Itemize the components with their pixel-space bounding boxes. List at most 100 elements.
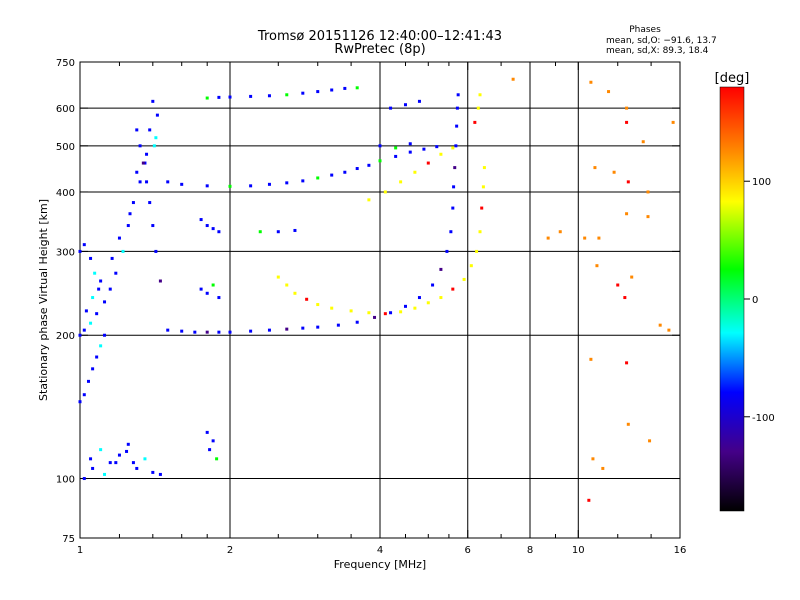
data-point (625, 120, 629, 124)
data-point (399, 310, 403, 314)
data-point (403, 304, 407, 308)
data-point (336, 323, 340, 327)
data-point (267, 182, 271, 186)
data-point (597, 236, 601, 240)
data-point (455, 106, 459, 110)
data-point (258, 230, 262, 234)
data-point (86, 379, 90, 383)
data-point (478, 93, 482, 97)
data-point (84, 309, 88, 313)
data-point (413, 306, 417, 310)
data-point (89, 256, 93, 260)
y-tick-label: 75 (62, 534, 75, 545)
data-point (131, 201, 135, 205)
x-tick-label: 10 (572, 545, 585, 556)
data-point (108, 461, 112, 465)
data-point (473, 120, 477, 124)
data-point (452, 185, 456, 189)
data-point (630, 275, 634, 279)
data-point (595, 264, 599, 268)
y-axis-label: Stationary phase Virtual Height [km] (37, 199, 50, 401)
data-point (91, 466, 95, 470)
x-tick-label: 2 (227, 545, 233, 556)
data-point (373, 315, 377, 319)
data-point (330, 306, 334, 310)
data-point (180, 329, 184, 333)
data-point (217, 330, 221, 334)
data-point (166, 180, 170, 184)
data-point (249, 184, 253, 188)
x-tick-label: 6 (465, 545, 471, 556)
data-point (99, 448, 103, 452)
data-point (138, 180, 142, 184)
data-point (117, 236, 121, 240)
data-point (91, 367, 95, 371)
stats-header: Phases (629, 25, 661, 35)
data-point (276, 230, 280, 234)
data-point (249, 94, 253, 98)
y-tick-label: 100 (56, 475, 75, 486)
data-point (439, 296, 443, 300)
data-point (103, 472, 107, 476)
data-point (143, 161, 147, 165)
data-point (481, 185, 485, 189)
data-point (648, 439, 652, 443)
data-point (205, 96, 209, 100)
data-point (148, 201, 152, 205)
data-point (78, 400, 82, 404)
data-point (211, 283, 215, 287)
data-point (383, 312, 387, 316)
chart-subtitle: RwPretec (8p) (334, 42, 425, 57)
data-point (431, 283, 435, 287)
colorbar-ticks: 100 0 -100 (744, 177, 775, 424)
y-tick-label: 200 (56, 331, 75, 342)
data-point (301, 179, 305, 183)
data-point (78, 249, 82, 253)
data-point (469, 264, 473, 268)
data-point (95, 312, 99, 316)
data-point (413, 170, 417, 174)
data-point (625, 361, 629, 365)
data-point (417, 99, 421, 103)
data-point (208, 448, 212, 452)
data-point (451, 146, 455, 150)
data-point (378, 159, 382, 163)
data-point (589, 357, 593, 361)
y-tick-label: 750 (56, 58, 75, 69)
data-point (316, 303, 320, 307)
data-point (78, 333, 82, 337)
colorbar-tick-label: -100 (752, 413, 775, 424)
data-point (135, 128, 139, 132)
data-point (355, 167, 359, 171)
data-point (646, 190, 650, 194)
data-point (601, 466, 605, 470)
data-point (454, 144, 458, 148)
data-point (478, 230, 482, 234)
data-points (78, 77, 675, 502)
data-point (422, 147, 426, 151)
data-point (125, 449, 129, 453)
data-point (589, 80, 593, 84)
x-tick-label: 8 (527, 545, 533, 556)
data-point (154, 136, 158, 140)
data-point (367, 198, 371, 202)
data-point (166, 328, 170, 332)
data-point (389, 311, 393, 315)
data-point (658, 323, 662, 327)
data-point (445, 249, 449, 253)
data-point (143, 457, 147, 461)
data-point (587, 498, 591, 502)
data-point (103, 300, 107, 304)
data-point (267, 94, 271, 98)
data-point (82, 477, 86, 481)
data-point (456, 93, 460, 97)
data-point (623, 296, 627, 300)
data-point (135, 170, 139, 174)
data-point (343, 170, 347, 174)
data-point (110, 256, 114, 260)
data-point (453, 166, 457, 170)
data-point (93, 271, 97, 275)
data-point (114, 271, 118, 275)
data-point (267, 328, 271, 332)
data-point (511, 77, 515, 81)
